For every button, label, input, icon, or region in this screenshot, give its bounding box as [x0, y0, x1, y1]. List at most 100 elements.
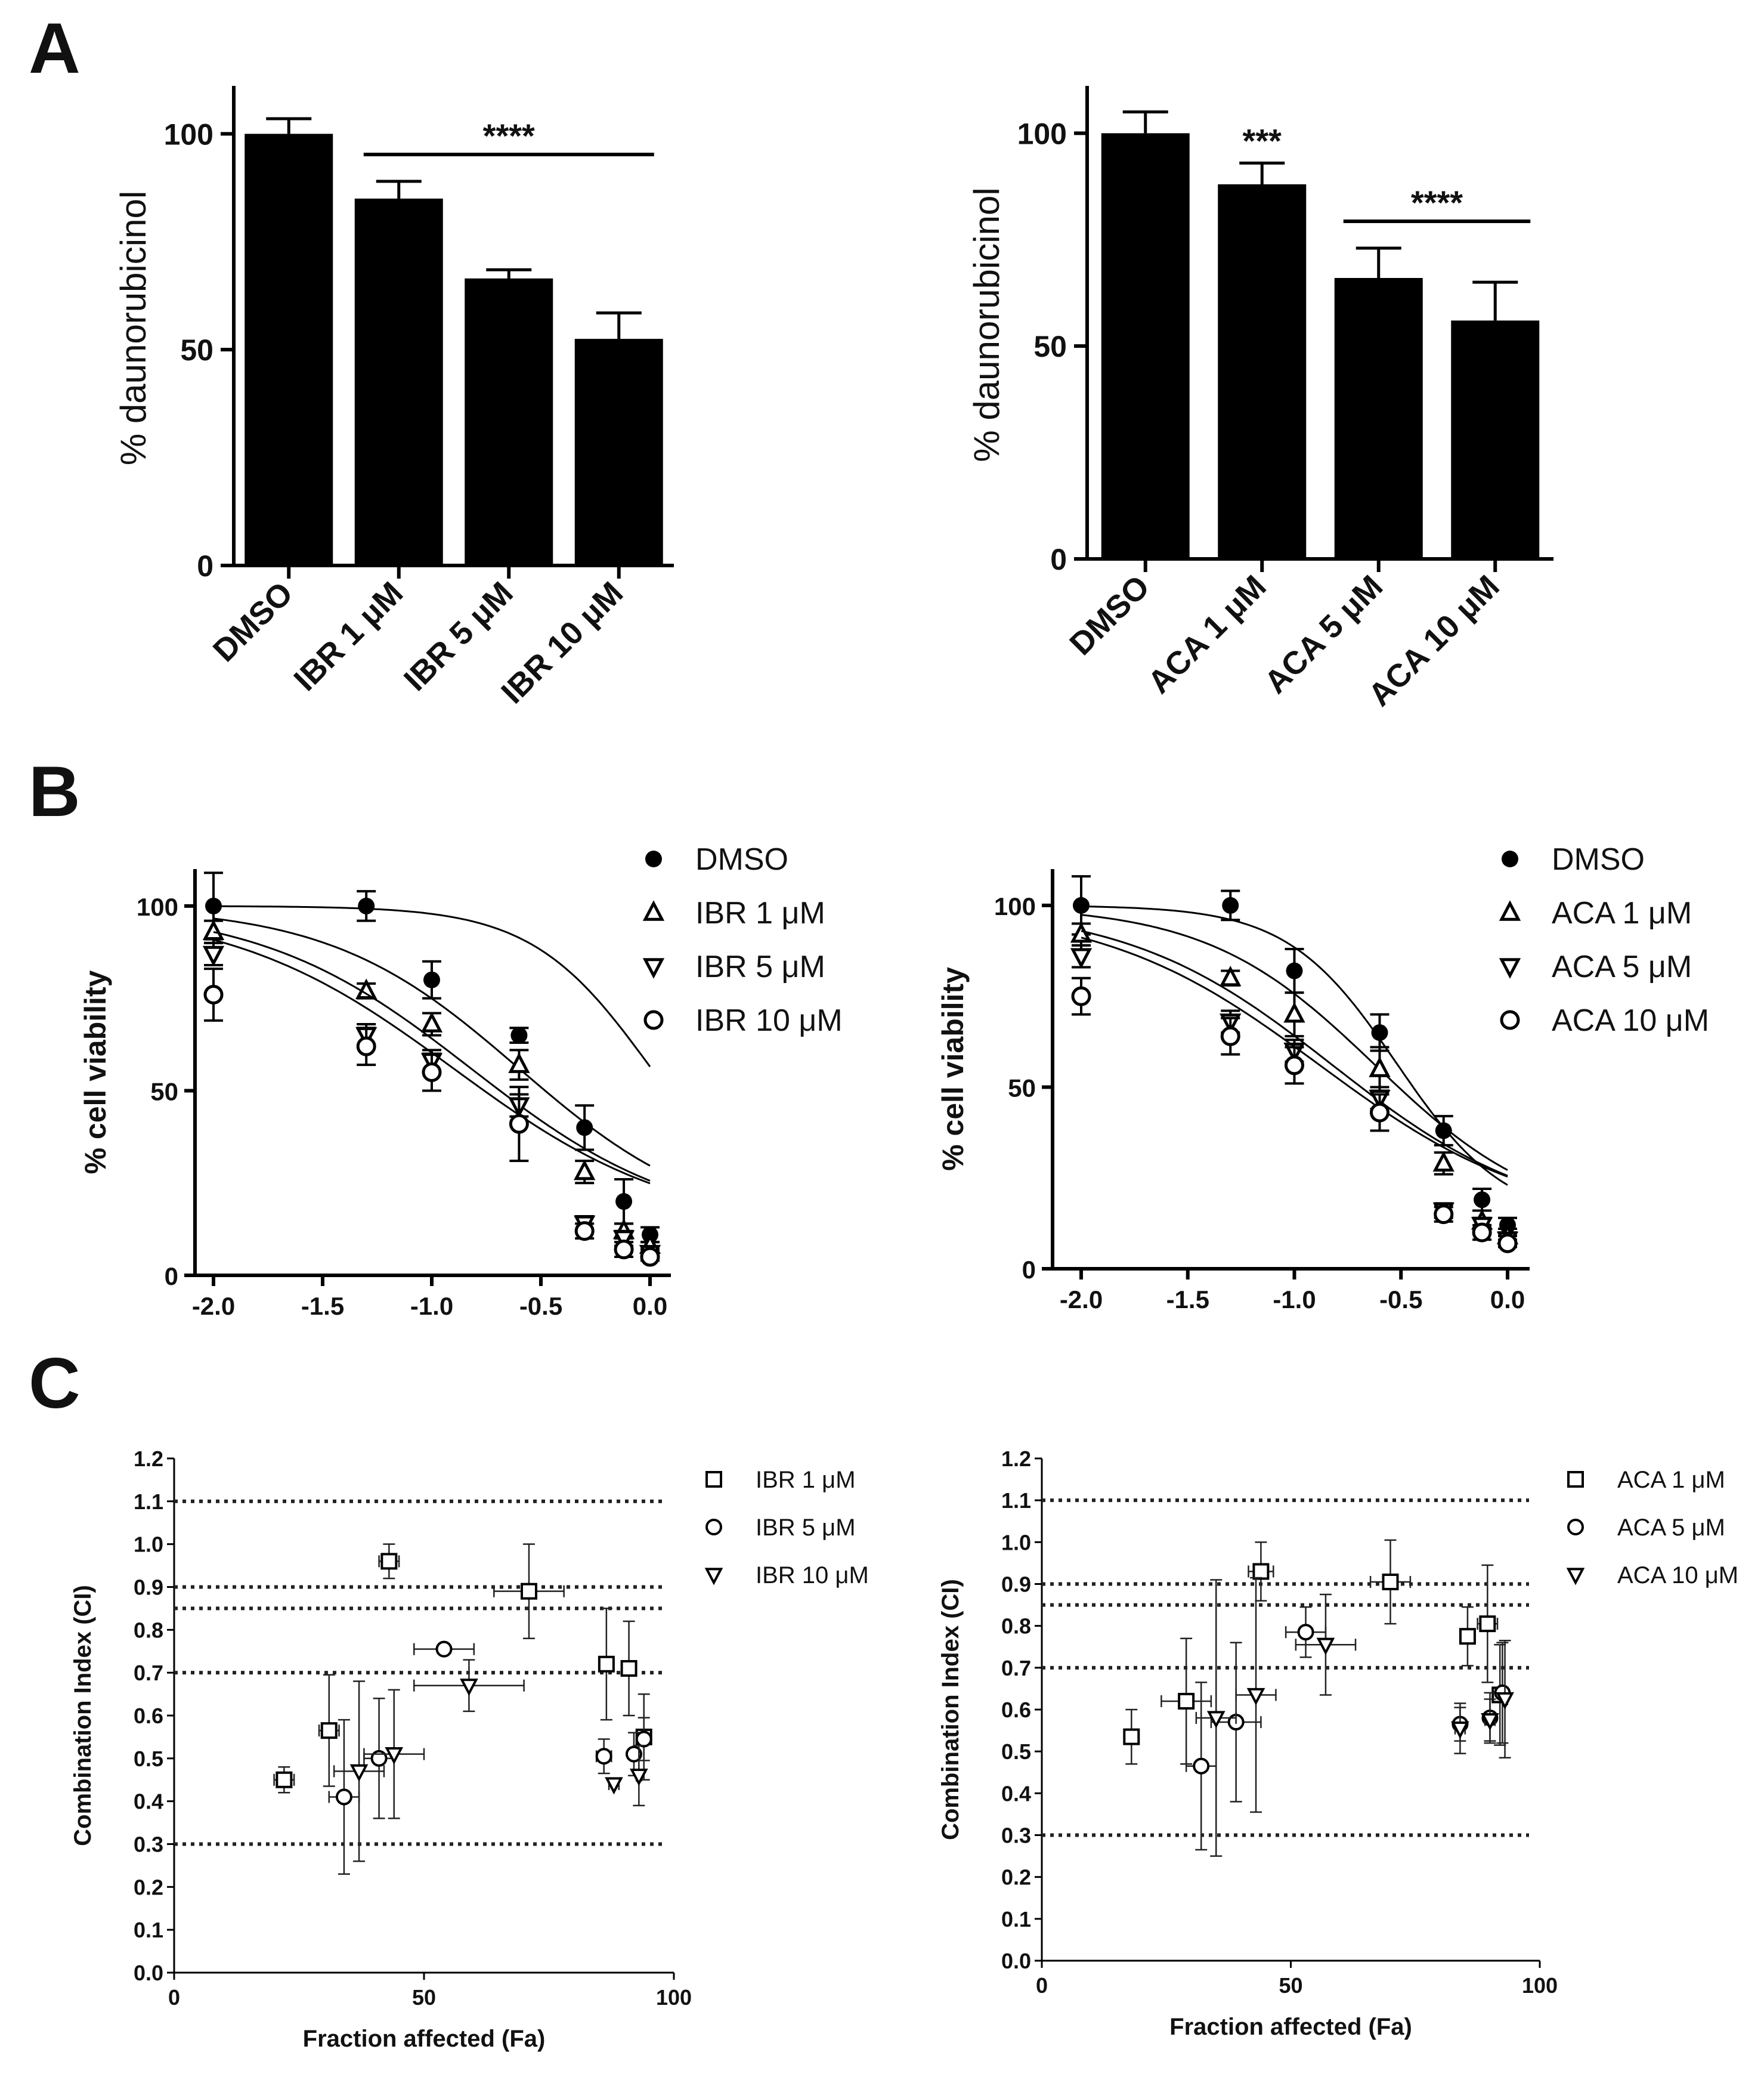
data-point-triangle-down [460, 1679, 478, 1696]
data-point-triangle-down [349, 1764, 369, 1782]
legend-label-aca-1-um: ACA 1 μM [1552, 896, 1692, 931]
fit-curve-ibr-1-um [213, 917, 651, 1167]
data-point-open-circle [435, 1640, 453, 1658]
data-point-open-circle [643, 1010, 664, 1030]
y-tick-label: 100 [1017, 117, 1067, 150]
data-point-open-circle [635, 1730, 652, 1748]
data-point-triangle-down [1451, 1721, 1469, 1739]
significance-stars: *** [1243, 122, 1282, 159]
data-point-open-square [620, 1659, 637, 1677]
x-tick-label: -1.5 [1166, 1285, 1209, 1313]
y-tick-label: 50 [150, 1077, 178, 1105]
x-axis-title: Fraction affected (Fa) [303, 2026, 546, 2052]
y-axis-title: Combination Index (CI) [937, 1579, 964, 1840]
data-point-filled-circle [1073, 897, 1090, 914]
y-tick-label: 0.6 [134, 1704, 163, 1728]
y-tick-label: 0.8 [1001, 1614, 1031, 1639]
y-tick-label: 100 [137, 893, 178, 921]
data-point-triangle-up [1499, 900, 1521, 921]
data-point-open-square [276, 1771, 293, 1788]
data-point-triangle-up [355, 978, 377, 999]
data-point-open-circle [422, 1062, 442, 1082]
data-point-triangle-down [1566, 1568, 1585, 1586]
significance-stars: **** [1411, 184, 1463, 221]
data-point-open-square [598, 1655, 615, 1673]
y-axis-title: % cell viability [936, 967, 970, 1171]
data-point-triangle-up [508, 1052, 530, 1073]
legend-label-aca-10-um: ACA 10 μM [1617, 1562, 1738, 1588]
legend-label-ibr-5-um: IBR 5 μM [695, 950, 825, 984]
y-tick-label: 0 [1022, 1256, 1036, 1284]
data-point-triangle-up [642, 900, 665, 921]
y-tick-label: 0 [197, 549, 213, 583]
data-point-triangle-down [1316, 1637, 1335, 1655]
data-point-open-circle [625, 1745, 642, 1763]
data-point-triangle-down [605, 1777, 623, 1795]
bar-dmso [1101, 133, 1190, 559]
y-tick-label: 0.3 [1001, 1824, 1031, 1848]
y-axis-title: Combination Index (CI) [70, 1585, 96, 1846]
data-point-open-circle [1567, 1519, 1584, 1535]
legend-label-aca-5-um: ACA 5 μM [1617, 1515, 1725, 1541]
data-point-open-circle [335, 1788, 352, 1806]
y-tick-label: 0.5 [1001, 1739, 1031, 1764]
y-tick-label: 0.7 [1001, 1656, 1031, 1680]
y-tick-label: 0.0 [1001, 1949, 1031, 1973]
y-tick-label: 0 [1050, 543, 1067, 576]
data-point-open-circle [1497, 1233, 1518, 1253]
x-tick-label: -0.5 [1379, 1285, 1422, 1313]
x-tick-label: 0 [1036, 1973, 1048, 1998]
data-point-open-circle [1071, 986, 1091, 1006]
data-point-open-square [1123, 1728, 1140, 1745]
x-tick-label: -1.0 [1273, 1285, 1316, 1313]
x-axis-title: Fraction affected (Fa) [1169, 2014, 1412, 2040]
y-tick-label: 1.0 [134, 1532, 163, 1557]
fit-curve-aca-5-um [1081, 930, 1508, 1177]
x-tick-label: 50 [1279, 1973, 1302, 1998]
data-point-open-square [320, 1722, 338, 1739]
data-point-filled-circle [1286, 962, 1303, 979]
y-tick-label: 1.2 [1001, 1447, 1031, 1471]
y-tick-label: 100 [994, 892, 1036, 920]
x-tick-label: 100 [656, 1985, 692, 2010]
legend-label-aca-5-um: ACA 5 μM [1552, 950, 1692, 984]
data-point-filled-circle [576, 1119, 593, 1136]
data-point-open-circle [574, 1221, 595, 1241]
data-point-filled-circle [1502, 851, 1518, 867]
y-tick-label: 0.9 [1001, 1572, 1031, 1597]
data-point-filled-circle [1371, 1024, 1388, 1041]
data-point-open-square [380, 1553, 398, 1570]
y-tick-label: 0.6 [1001, 1698, 1031, 1722]
data-point-filled-circle [423, 971, 440, 988]
y-tick-label: 50 [1008, 1074, 1036, 1102]
x-tick-label: 100 [1522, 1973, 1558, 1998]
panel-letter-b: B [29, 752, 81, 832]
x-tick-label: -0.5 [519, 1292, 562, 1320]
viability-curve-chart-ibr: 0 50 100 -2.0 -1.5 -1.0 -0.5 0.0 % cell viabilit… [79, 842, 843, 1320]
bar-ibr-5-um [465, 278, 553, 565]
data-point-filled-circle [1474, 1191, 1491, 1209]
combination-index-chart-aca: 0.0 0.1 0.2 0.3 0.4 0.5 0.6 0.7 0.8 0.9 1.0 1.1 1.2 0… [937, 1447, 1738, 2040]
data-point-triangle-down [1070, 948, 1093, 969]
legend-label-ibr-10-um: IBR 10 μM [756, 1562, 869, 1588]
x-tick-label: -2.0 [192, 1292, 235, 1320]
y-tick-label: 1.1 [134, 1489, 163, 1514]
data-point-triangle-down [1206, 1711, 1225, 1729]
fit-curve-ibr-5-um [213, 931, 651, 1182]
data-point-open-circle [595, 1748, 612, 1765]
data-point-open-circle [1285, 1055, 1304, 1075]
legend-label-ibr-10-um: IBR 10 μM [695, 1003, 843, 1038]
y-tick-label: 0 [165, 1262, 178, 1290]
bar-aca-1-um [1218, 184, 1307, 559]
significance-stars: **** [483, 117, 535, 154]
x-tick-label: -2.0 [1060, 1285, 1103, 1313]
y-tick-label: 50 [180, 333, 213, 367]
data-point-triangle-up [1432, 1151, 1454, 1172]
data-point-open-circle [1370, 1102, 1389, 1123]
y-tick-label: 0.3 [134, 1832, 163, 1857]
y-tick-label: 0.4 [1001, 1781, 1031, 1806]
data-point-filled-circle [645, 851, 662, 867]
data-point-open-circle [356, 1036, 376, 1056]
viability-curve-chart-aca: 0 50 100 -2.0 -1.5 -1.0 -0.5 0.0 % cell viabilit… [936, 842, 1709, 1313]
